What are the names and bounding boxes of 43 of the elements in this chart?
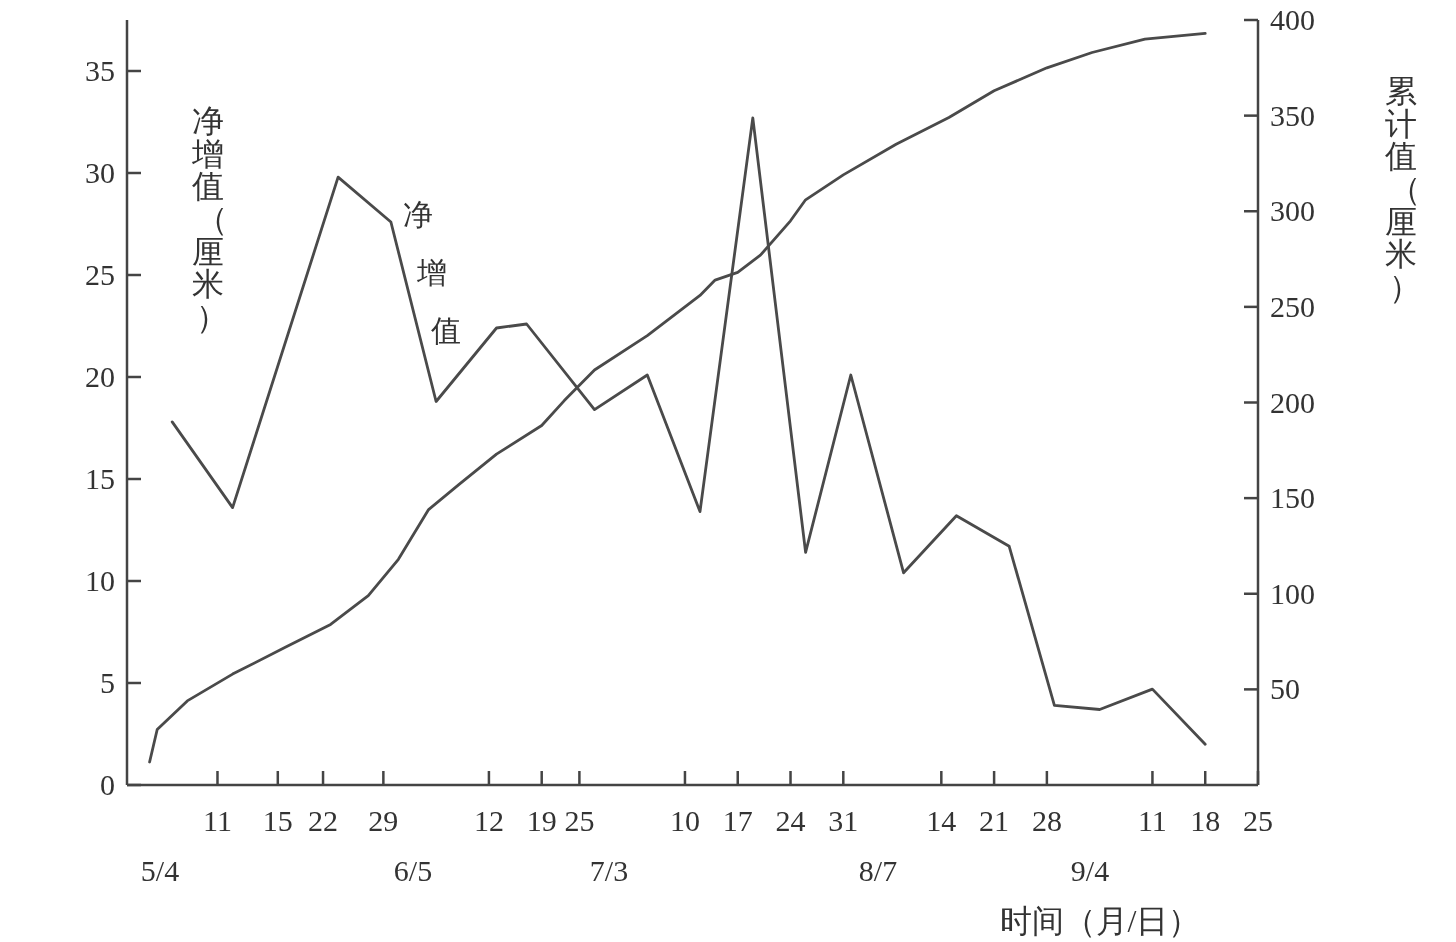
y-tick-label: 35 xyxy=(85,54,115,87)
y-axis-title: 净增值（厘米） xyxy=(191,103,228,336)
text: 7/3 xyxy=(589,854,629,887)
y2-tick-label: 250 xyxy=(1270,289,1315,323)
series-label: 净增值 xyxy=(402,198,461,348)
x-tick-label: 29 xyxy=(368,804,399,837)
line-series xyxy=(148,32,1207,764)
y2-axis-title: 累计值（厘米） xyxy=(1385,73,1421,306)
y-tick-label: 15 xyxy=(85,462,115,495)
x-tick-label: 31 xyxy=(828,804,859,837)
x-tick-label: 28 xyxy=(1031,804,1062,837)
x-tick-label: 11 xyxy=(203,804,232,837)
x-tick-label: 15 xyxy=(262,804,293,837)
y-tick-label: 30 xyxy=(85,156,115,189)
y-tick-label: 0 xyxy=(100,768,115,801)
y2-tick-label: 50 xyxy=(1270,672,1300,706)
x-axis-title: 时间（月/日） xyxy=(999,903,1201,939)
y2-tick-label: 400 xyxy=(1270,3,1315,36)
x-tick-label: 12 xyxy=(473,804,504,837)
x-tick-label: 22 xyxy=(308,804,339,837)
y-tick-label: 5 xyxy=(100,666,115,699)
y2-tick-label: 200 xyxy=(1270,385,1315,419)
text: 6/5 xyxy=(393,854,433,887)
x-tick-label: 17 xyxy=(722,804,753,837)
x-tick-label: 18 xyxy=(1190,804,1221,837)
x-tick-label: 11 xyxy=(1137,804,1167,837)
y2-tick-label: 300 xyxy=(1270,194,1315,228)
x-tick-label: 10 xyxy=(669,804,700,837)
x-tick-label: 14 xyxy=(926,804,957,837)
y-tick-label: 25 xyxy=(85,258,115,291)
text: 8/7 xyxy=(858,854,898,887)
y-tick-label: 20 xyxy=(85,360,115,393)
x-tick-label: 19 xyxy=(526,804,557,837)
x-tick-label: 25 xyxy=(1243,804,1273,837)
y2-tick-label: 100 xyxy=(1270,576,1315,610)
x-tick-label: 25 xyxy=(564,804,595,837)
y-tick-label: 10 xyxy=(85,564,115,597)
text: 5/4 xyxy=(140,854,180,887)
x-tick-label: 21 xyxy=(979,804,1010,837)
y2-tick-label: 350 xyxy=(1270,98,1315,132)
y2-tick-label: 150 xyxy=(1270,481,1315,515)
x-tick-label: 24 xyxy=(775,804,806,837)
text: 9/4 xyxy=(1070,854,1110,887)
